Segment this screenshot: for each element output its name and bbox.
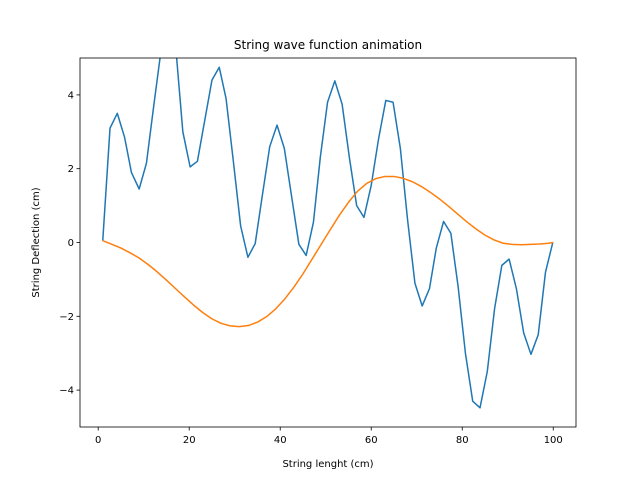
y-tick-label: 2	[68, 164, 74, 175]
x-axis-label: String lenght (cm)	[282, 459, 373, 470]
y-tick-label: −2	[59, 312, 74, 323]
series-line-1	[102, 58, 554, 409]
x-tick-label: 100	[544, 435, 563, 446]
y-axis-label: String Deflection (cm)	[31, 187, 42, 297]
x-tick-label: 0	[95, 435, 101, 446]
series-line-2	[102, 175, 554, 328]
x-tick-label: 80	[456, 435, 469, 446]
y-tick-label: 0	[68, 238, 74, 249]
chart-title: String wave function animation	[234, 38, 422, 52]
x-tick-label: 40	[274, 435, 287, 446]
x-tick-label: 20	[183, 435, 196, 446]
y-tick-label: −4	[59, 386, 74, 397]
y-tick-label: 4	[68, 90, 74, 101]
x-tick-label: 60	[365, 435, 378, 446]
